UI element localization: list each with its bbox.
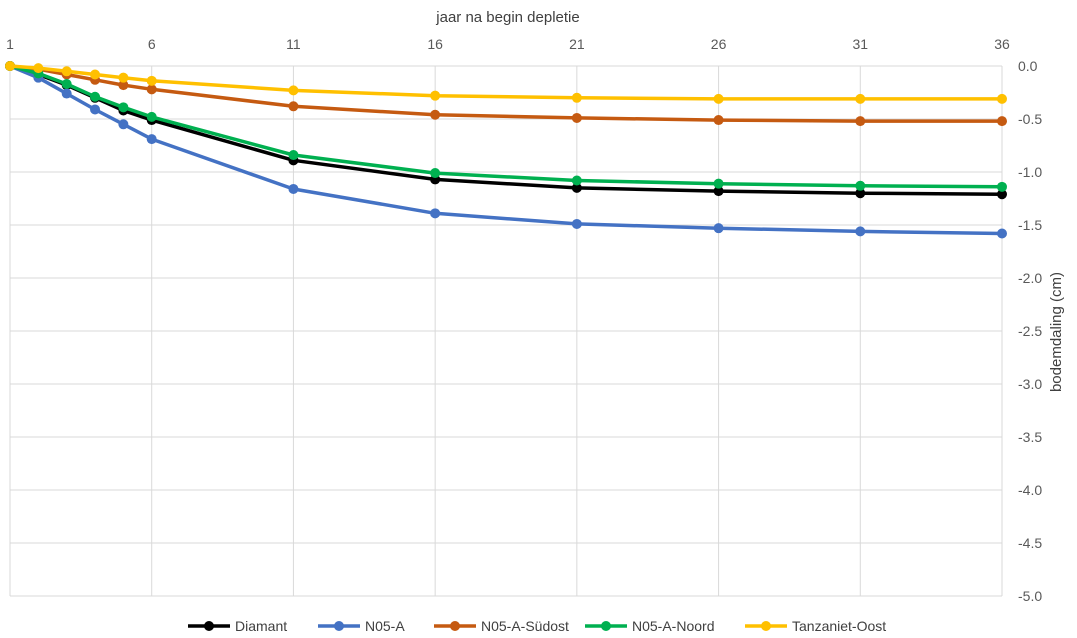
x-tick-label: 31: [852, 36, 868, 52]
data-point: [33, 63, 44, 74]
y-tick-label: -1.5: [1018, 217, 1042, 233]
x-axis-title: jaar na begin depletie: [435, 9, 579, 26]
data-point: [713, 115, 724, 126]
data-point: [571, 182, 582, 193]
legend-marker: [601, 621, 611, 631]
data-point: [288, 183, 299, 194]
data-point: [146, 84, 157, 95]
data-point: [90, 69, 101, 80]
data-point: [571, 92, 582, 103]
data-point: [997, 181, 1007, 192]
data-point: [61, 66, 72, 77]
data-point: [997, 189, 1007, 200]
series-group: [5, 61, 1007, 239]
data-point: [90, 91, 101, 102]
data-point: [713, 186, 724, 197]
x-tick-label: 11: [286, 36, 301, 52]
legend-marker: [334, 621, 344, 631]
legend-label: N05-A: [365, 618, 405, 634]
legend-item: N05-A-Südost: [434, 618, 569, 634]
data-point: [571, 218, 582, 229]
data-point: [288, 85, 299, 96]
x-tick-label: 36: [994, 36, 1010, 52]
legend-label: Diamant: [235, 618, 287, 634]
data-point: [713, 93, 724, 104]
data-point: [5, 61, 15, 71]
data-point: [288, 150, 299, 161]
data-point: [997, 116, 1007, 127]
x-tick-labels: 1 6 11 16 21 26 31 36: [6, 36, 1010, 52]
y-tick-label: -4.0: [1018, 482, 1042, 498]
legend-item: N05-A: [318, 618, 405, 634]
y-tick-label: -2.0: [1018, 270, 1042, 286]
data-point: [997, 93, 1007, 104]
y-tick-label: -1.0: [1018, 164, 1042, 180]
x-tick-label: 21: [569, 36, 585, 52]
data-point: [855, 116, 866, 127]
series-Tanzaniet-Oost: [5, 61, 1007, 104]
data-point: [855, 188, 866, 199]
legend-marker: [450, 621, 460, 631]
data-point: [713, 178, 724, 189]
data-point: [90, 104, 101, 115]
data-point: [146, 75, 157, 86]
data-point: [118, 80, 129, 91]
y-tick-label: 0.0: [1018, 58, 1038, 74]
legend: Diamant N05-A N05-A-Südost N05-A-Noord Tanza…: [188, 618, 886, 634]
legend-item: Diamant: [188, 618, 287, 634]
x-tick-label: 16: [427, 36, 443, 52]
data-point: [118, 72, 129, 83]
data-point: [61, 79, 72, 90]
legend-label: Tanzaniet-Oost: [792, 618, 886, 634]
y-tick-label: -2.5: [1018, 323, 1042, 339]
legend-label: N05-A-Noord: [632, 618, 714, 634]
y-tick-label: -4.5: [1018, 535, 1042, 551]
data-point: [430, 208, 441, 219]
data-point: [118, 119, 129, 130]
gridlines: [9, 65, 1003, 597]
data-point: [571, 175, 582, 186]
data-point: [430, 109, 441, 120]
data-point: [997, 228, 1007, 239]
data-point: [855, 93, 866, 104]
x-tick-label: 1: [6, 36, 14, 52]
data-point: [288, 101, 299, 112]
legend-label: N05-A-Südost: [481, 618, 569, 634]
y-tick-label: -3.0: [1018, 376, 1042, 392]
x-tick-label: 6: [148, 36, 156, 52]
data-point: [430, 90, 441, 101]
data-point: [146, 111, 157, 122]
data-point: [855, 180, 866, 191]
data-point: [571, 112, 582, 123]
y-tick-labels: 0.0 -0.5 -1.0 -1.5 -2.0 -2.5 -3.0 -3.5 -4.0 -4.5 -…: [1018, 58, 1042, 604]
data-point: [146, 134, 157, 145]
data-point: [61, 88, 72, 99]
series-line: [9, 64, 1003, 236]
data-point: [713, 223, 724, 234]
legend-item: N05-A-Noord: [585, 618, 714, 634]
series-line: [9, 64, 1003, 189]
y-tick-label: -3.5: [1018, 429, 1042, 445]
x-tick-label: 26: [711, 36, 727, 52]
data-point: [430, 168, 441, 179]
y-tick-label: -5.0: [1018, 588, 1042, 604]
y-axis-title: bodemdaling (cm): [1048, 272, 1065, 392]
data-point: [855, 226, 866, 237]
data-point: [118, 102, 129, 113]
legend-item: Tanzaniet-Oost: [745, 618, 886, 634]
legend-marker: [204, 621, 214, 631]
y-tick-label: -0.5: [1018, 111, 1042, 127]
legend-marker: [761, 621, 771, 631]
